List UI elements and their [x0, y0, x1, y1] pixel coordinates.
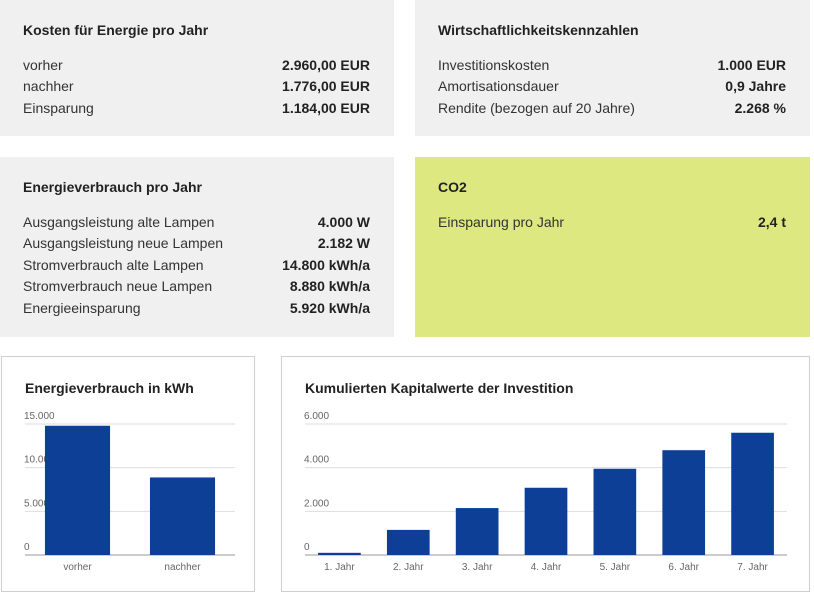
bar-2: [386, 529, 430, 555]
row-value: 0,9 Jahre: [725, 78, 786, 95]
bar-5: [593, 468, 637, 555]
bar-4: [524, 487, 568, 555]
co2-row-einsparung: Einsparung pro Jahr 2,4 t: [438, 211, 786, 233]
kosten-row-einsparung: Einsparung 1.184,00 EUR: [23, 97, 370, 119]
x-tick-label: 3. Jahr: [462, 562, 493, 573]
energie-row-alte-leistung: Ausgangsleistung alte Lampen 4.000 W: [23, 211, 370, 233]
y-tick-label: 5.000: [24, 498, 49, 509]
row-value: 4.000 W: [317, 213, 370, 230]
bar-7: [731, 432, 774, 555]
wirtschaft-row-investition: Investitionskosten 1.000 EUR: [438, 54, 786, 76]
wirtschaft-rows: Investitionskosten 1.000 EUR Amortisatio…: [438, 54, 786, 119]
x-tick-label: vorher: [63, 562, 92, 573]
row-label: Einsparung pro Jahr: [438, 213, 565, 230]
row-value: 2.960,00 EUR: [282, 56, 370, 73]
row-label: Rendite (bezogen auf 20 Jahre): [438, 99, 635, 116]
y-tick-label: 10.000: [24, 455, 55, 466]
energie-row-alter-strom: Stromverbrauch alte Lampen 14.800 kWh/a: [23, 254, 370, 276]
co2-card: CO2 Einsparung pro Jahr 2,4 t: [415, 157, 810, 337]
row-label: Amortisationsdauer: [438, 78, 559, 95]
row-value: 1.776,00 EUR: [282, 78, 370, 95]
kosten-title: Kosten für Energie pro Jahr: [23, 22, 209, 38]
row-label: Ausgangsleistung alte Lampen: [23, 213, 215, 230]
row-value: 2.182 W: [317, 235, 370, 252]
bar-3: [455, 508, 499, 555]
y-tick-label: 0: [24, 542, 30, 553]
kosten-row-nachher: nachher 1.776,00 EUR: [23, 76, 370, 98]
row-value: 5.920 kWh/a: [289, 299, 370, 316]
energie-row-einsparung: Energieeinsparung 5.920 kWh/a: [23, 297, 370, 319]
kosten-card: Kosten für Energie pro Jahr vorher 2.960…: [0, 0, 394, 136]
row-label: Investitionskosten: [438, 56, 550, 73]
kapitalwerte-bar-chart: 0 2.000 4.000 6.000 1. Jahr 2. Jahr 3. Jahr 4. …: [304, 411, 787, 573]
x-tick-label: 2. Jahr: [393, 562, 424, 573]
energie-row-neuer-strom: Stromverbrauch neue Lampen 8.880 kWh/a: [23, 276, 370, 298]
co2-title: CO2: [438, 179, 467, 195]
wirtschaft-row-rendite: Rendite (bezogen auf 20 Jahre) 2.268 %: [438, 97, 786, 119]
row-label: Ausgangsleistung neue Lampen: [23, 235, 224, 252]
y-tick-label: 2.000: [304, 498, 329, 509]
x-tick-label: 5. Jahr: [600, 562, 631, 573]
x-tick-label: 4. Jahr: [531, 562, 562, 573]
bar-2: [149, 477, 216, 555]
wirtschaft-title: Wirtschaftlichkeitskennzahlen: [438, 22, 639, 38]
row-label: vorher: [23, 56, 63, 73]
energieverbrauch-bar-chart: 0 5.000 10.000 15.000 vorher nachher: [24, 411, 235, 573]
x-tick-label: 7. Jahr: [737, 562, 768, 573]
x-tick-label: 6. Jahr: [668, 562, 699, 573]
energie-title: Energieverbrauch pro Jahr: [23, 179, 202, 195]
bar-1: [318, 552, 361, 555]
energie-card: Energieverbrauch pro Jahr Ausgangsleistu…: [0, 157, 394, 337]
wirtschaft-card: Wirtschaftlichkeitskennzahlen Investitio…: [415, 0, 810, 136]
row-value: 2.268 %: [734, 99, 786, 116]
co2-rows: Einsparung pro Jahr 2,4 t: [438, 211, 786, 233]
energie-row-neue-leistung: Ausgangsleistung neue Lampen 2.182 W: [23, 233, 370, 255]
row-label: Stromverbrauch neue Lampen: [23, 278, 213, 295]
row-label: Stromverbrauch alte Lampen: [23, 256, 204, 273]
chart-title: Energieverbrauch in kWh: [25, 380, 194, 396]
row-value: 1.184,00 EUR: [282, 99, 370, 116]
row-value: 2,4 t: [757, 213, 786, 230]
row-label: Energieeinsparung: [23, 299, 141, 316]
row-value: 14.800 kWh/a: [282, 256, 370, 273]
row-label: Einsparung: [23, 99, 94, 116]
row-value: 1.000 EUR: [717, 56, 786, 73]
y-tick-label: 4.000: [304, 455, 329, 466]
kapitalwerte-chart-card: Kumulierten Kapitalwerte der Investition…: [281, 356, 810, 592]
y-tick-label: 15.000: [24, 411, 55, 422]
kosten-rows: vorher 2.960,00 EUR nachher 1.776,00 EUR…: [23, 54, 370, 119]
wirtschaft-row-amortisation: Amortisationsdauer 0,9 Jahre: [438, 76, 786, 98]
y-tick-label: 6.000: [304, 411, 329, 422]
y-tick-label: 0: [304, 542, 310, 553]
kosten-row-vorher: vorher 2.960,00 EUR: [23, 54, 370, 76]
x-tick-label: 1. Jahr: [324, 562, 355, 573]
row-value: 8.880 kWh/a: [289, 278, 370, 295]
bar-6: [662, 450, 706, 555]
energie-rows: Ausgangsleistung alte Lampen 4.000 W Aus…: [23, 211, 370, 319]
bar-1: [44, 425, 111, 555]
chart-title: Kumulierten Kapitalwerte der Investition: [305, 380, 574, 396]
energieverbrauch-chart-card: Energieverbrauch in kWh 0 5.000 10.000 15.0…: [1, 356, 255, 592]
x-tick-label: nachher: [164, 562, 201, 573]
row-label: nachher: [23, 78, 74, 95]
